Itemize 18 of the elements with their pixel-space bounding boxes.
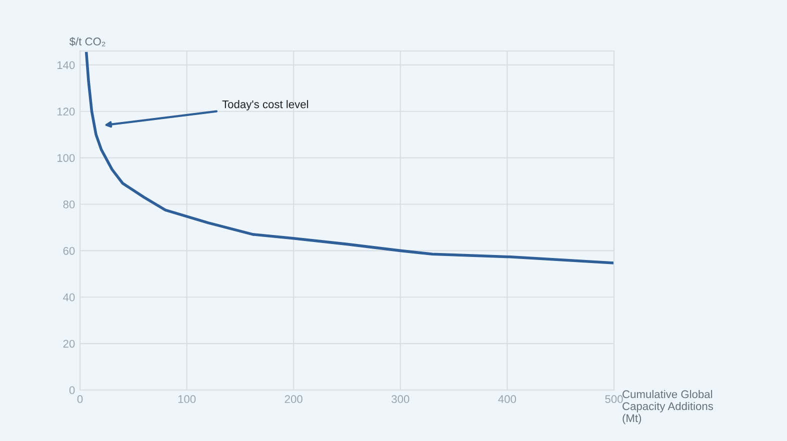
y-tick-label: 0 (69, 386, 75, 394)
annotation: Today's cost level (222, 100, 308, 110)
x-axis-title: Cumulative Global Capacity Additions (Mt) (622, 390, 714, 424)
y-tick-label: 140 (57, 61, 75, 70)
x-tick-label: 500 (605, 395, 623, 404)
x-tick-label: 300 (392, 395, 410, 404)
x-tick-label: 400 (498, 395, 516, 404)
y-tick-label: 100 (57, 154, 75, 162)
y-tick-label: 120 (57, 108, 75, 116)
y-tick-label: 20 (63, 340, 75, 348)
y-tick-label: 80 (63, 200, 75, 208)
x-tick-label: 200 (284, 395, 302, 404)
x-tick-label: 0 (77, 395, 83, 404)
line-series (85, 52, 614, 264)
y-axis-title: $/t CO₂ (69, 37, 106, 46)
y-tick-label: 40 (63, 293, 75, 302)
x-tick-label: 100 (178, 395, 196, 404)
y-tick-label: 60 (63, 246, 75, 255)
